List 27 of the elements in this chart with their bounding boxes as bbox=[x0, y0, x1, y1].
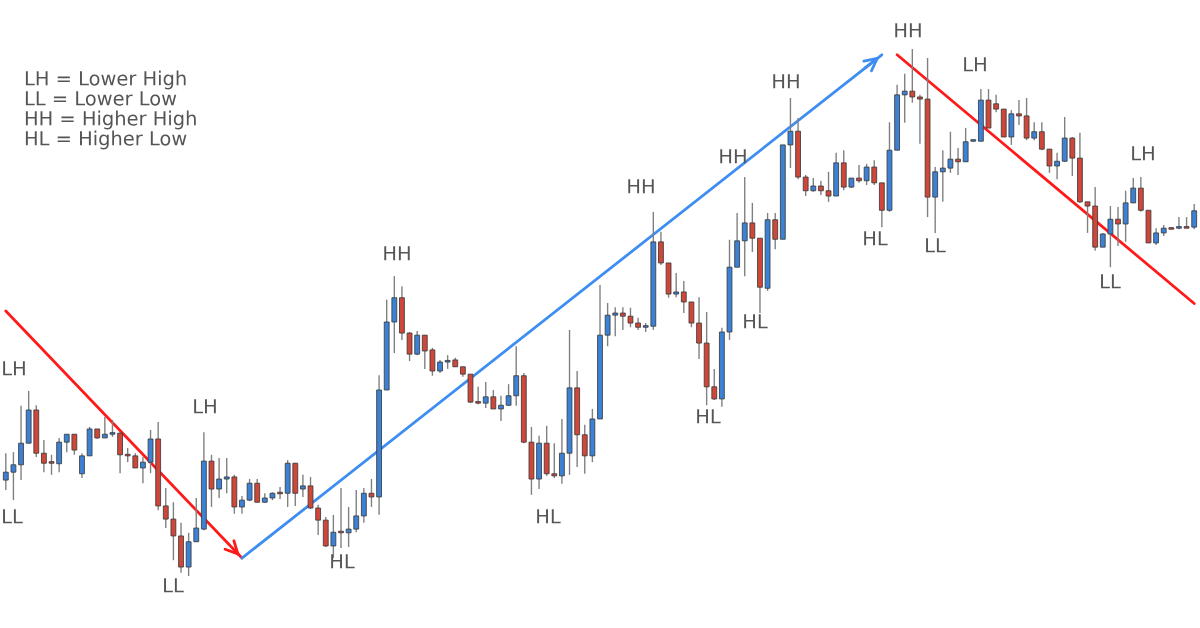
annotation: HH bbox=[384, 246, 410, 261]
annotation: LL bbox=[1101, 274, 1121, 289]
annotation: HL bbox=[697, 409, 721, 424]
annotation: HL bbox=[864, 231, 888, 246]
candlestick bbox=[856, 164, 862, 184]
annotation: HH bbox=[773, 74, 799, 89]
annotation: LL = Lower Low bbox=[25, 91, 177, 106]
annotation: LH bbox=[964, 57, 986, 72]
annotation: HL bbox=[744, 314, 768, 329]
annotation: LL bbox=[3, 509, 23, 524]
annotation: LH bbox=[1132, 146, 1154, 161]
annotation: HH = Higher High bbox=[25, 110, 196, 130]
annotation: HL bbox=[331, 554, 355, 569]
candlestick bbox=[338, 487, 344, 549]
annotation: LH = Lower High bbox=[25, 70, 186, 90]
candlestick bbox=[1115, 206, 1121, 247]
candlestick bbox=[79, 452, 85, 479]
annotation: HH bbox=[628, 179, 654, 194]
annotation: LH bbox=[3, 361, 25, 376]
annotation: HH bbox=[720, 149, 746, 164]
text: HH bbox=[895, 23, 921, 38]
text: LL bbox=[164, 578, 184, 593]
annotation: LH bbox=[194, 399, 216, 414]
annotation: LL bbox=[926, 238, 946, 253]
candlestick bbox=[1016, 99, 1022, 126]
annotation: HL bbox=[537, 509, 561, 524]
annotation: HL = Higher Low bbox=[25, 130, 187, 150]
